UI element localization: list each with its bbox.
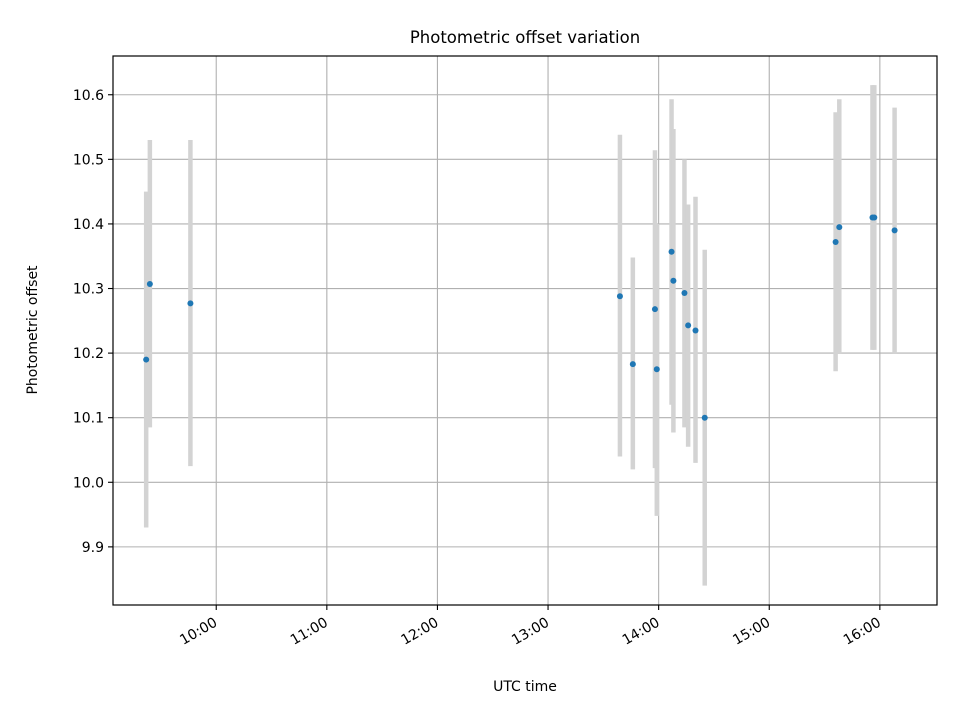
data-point [692,327,699,334]
data-points [143,214,898,421]
data-point [681,290,688,297]
data-point [629,361,636,368]
data-point [891,227,898,234]
x-axis-label: UTC time [493,679,557,695]
grid [113,56,937,605]
data-point [836,224,843,231]
y-tick-label: 10.0 [73,475,104,491]
data-point [832,239,839,246]
y-axis: 9.9 10.0 10.1 10.2 10.3 10.4 10.5 10.6 [73,88,113,556]
data-point [668,248,675,255]
y-axis-label: Photometric offset [25,265,41,395]
plot-frame [112,55,938,606]
y-tick-label: 10.4 [73,217,104,233]
data-point [616,293,623,300]
data-point [187,300,194,307]
y-tick-label: 10.2 [73,346,104,362]
data-point [653,366,660,373]
data-point [651,306,658,313]
data-point [685,322,692,329]
y-tick-label: 10.1 [73,411,104,427]
data-point [670,277,677,284]
data-point [871,214,878,221]
y-tick-label: 9.9 [82,540,104,556]
data-point [143,356,150,363]
data-point [146,280,153,287]
chart-title: Photometric offset variation [410,28,640,47]
y-tick-label: 10.3 [73,282,104,298]
y-tick-label: 10.6 [73,88,104,104]
data-point [701,414,708,421]
y-tick-label: 10.5 [73,152,104,168]
